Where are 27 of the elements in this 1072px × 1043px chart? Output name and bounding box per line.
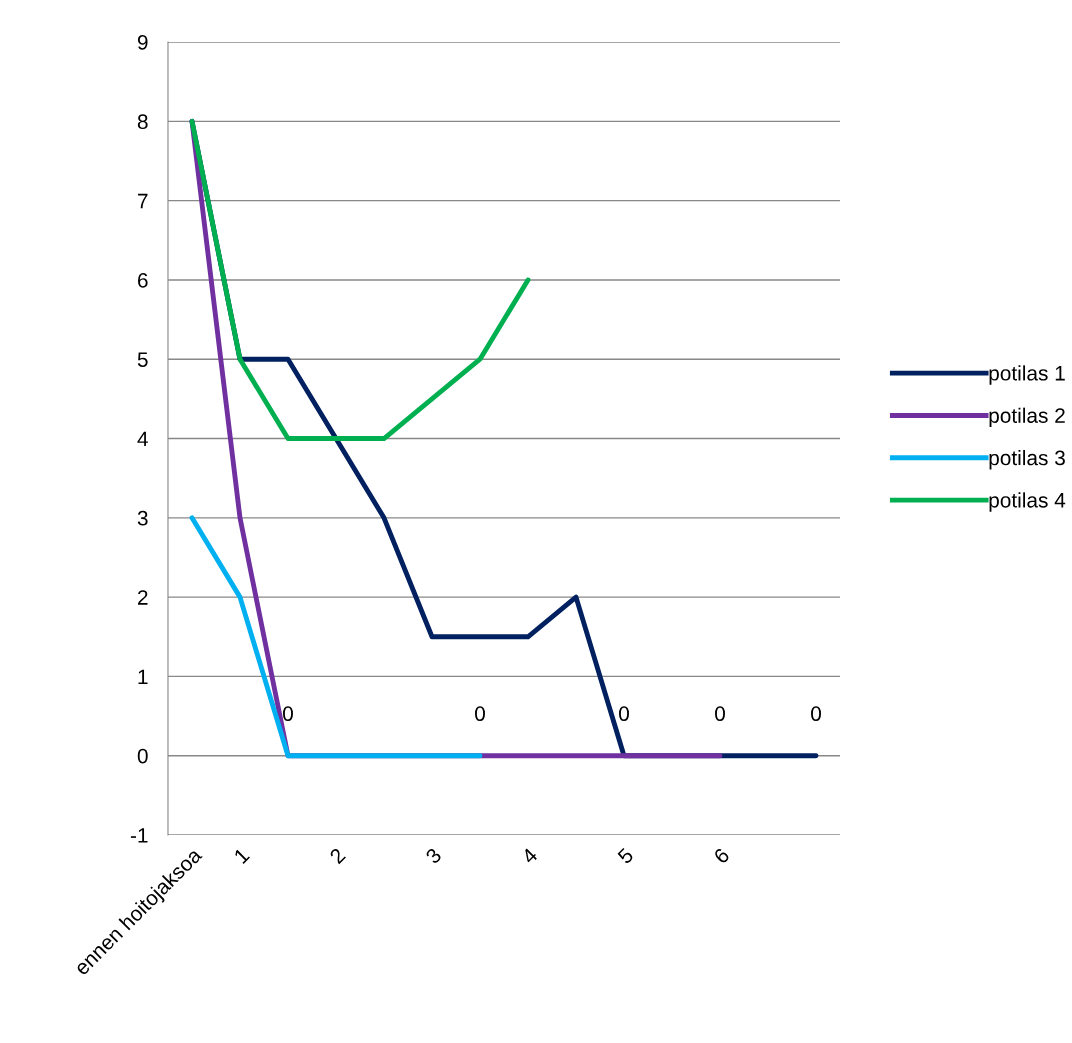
y-tick-label: 7 [138, 193, 148, 209]
data-label: 0 [619, 706, 629, 722]
x-tick-label: 5 [616, 847, 635, 865]
line-series [189, 118, 531, 441]
data-label: 0 [715, 706, 725, 722]
y-tick-label: 0 [137, 748, 148, 764]
y-tick-label: 6 [138, 272, 148, 288]
data-label: 0 [283, 706, 293, 722]
y-tick-label: 9 [137, 35, 148, 50]
y-tick-label: -1 [130, 828, 148, 843]
legend-label: potilas 3 [989, 449, 1065, 470]
x-tick-label: 1 [233, 847, 250, 864]
x-tick-label: 6 [712, 847, 731, 865]
y-tick-label: 1 [138, 669, 148, 684]
x-tick-label: 4 [520, 847, 539, 865]
legend-label: potilas 2 [989, 407, 1065, 428]
data-label: 0 [811, 706, 821, 722]
y-tick-label: 5 [137, 352, 148, 367]
y-tick-label: 4 [137, 431, 148, 447]
x-tick-label: 2 [328, 847, 346, 865]
y-tick-label: 3 [137, 510, 148, 526]
data-label: 0 [475, 706, 485, 722]
y-tick-label: 8 [137, 114, 148, 130]
legend-label: potilas 4 [989, 492, 1066, 512]
legend-label: potilas 1 [989, 365, 1065, 385]
y-tick-label: 2 [138, 590, 148, 605]
x-tick-label: 3 [424, 847, 443, 865]
